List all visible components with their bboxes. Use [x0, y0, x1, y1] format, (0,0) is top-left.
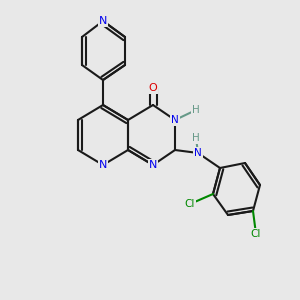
Text: H: H: [192, 133, 200, 143]
Text: O: O: [148, 83, 158, 93]
Text: N: N: [99, 160, 107, 170]
Text: Cl: Cl: [251, 229, 261, 239]
Text: H: H: [192, 105, 200, 115]
Text: Cl: Cl: [185, 199, 195, 209]
Text: N: N: [149, 160, 157, 170]
Text: N: N: [171, 115, 179, 125]
Text: N: N: [194, 148, 202, 158]
Text: N: N: [99, 16, 107, 26]
